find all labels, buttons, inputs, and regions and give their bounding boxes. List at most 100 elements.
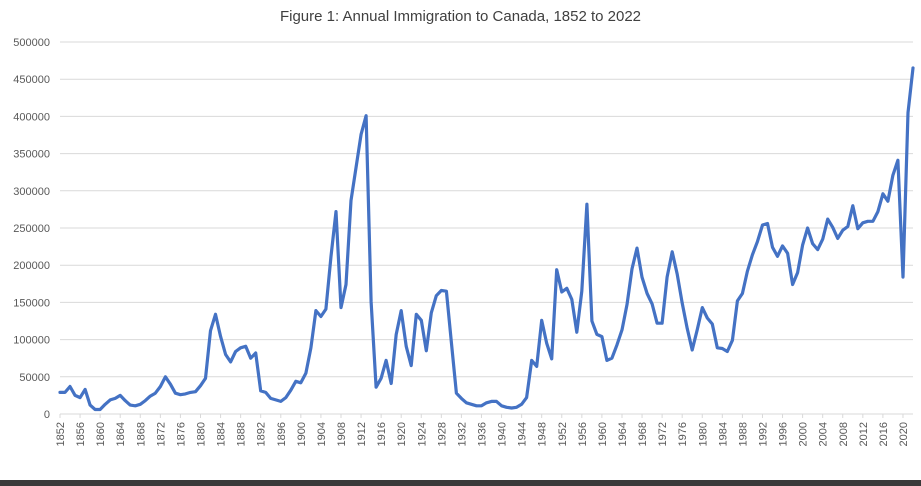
x-tick-label: 1932: [456, 422, 468, 446]
data-point: [887, 200, 889, 202]
data-point: [832, 226, 834, 228]
x-tick-label: 1904: [316, 422, 328, 446]
y-tick-label: 350000: [13, 149, 50, 161]
data-point: [556, 269, 558, 271]
x-tick-label: 1880: [195, 422, 207, 446]
data-point: [260, 390, 262, 392]
data-point: [64, 391, 66, 393]
data-point: [661, 322, 663, 324]
data-point: [716, 347, 718, 349]
x-tick-label: 1948: [537, 422, 549, 446]
data-point: [621, 329, 623, 331]
data-point: [410, 364, 412, 366]
data-point: [189, 391, 191, 393]
data-point: [686, 327, 688, 329]
x-tick-label: 1972: [657, 422, 669, 446]
data-point: [99, 408, 101, 410]
data-point: [390, 382, 392, 384]
data-point: [505, 406, 507, 408]
data-point: [345, 283, 347, 285]
x-tick-label: 1968: [637, 422, 649, 446]
data-point: [475, 405, 477, 407]
data-point: [495, 400, 497, 402]
series-layer: [58, 66, 915, 412]
data-point: [867, 220, 869, 222]
data-point: [425, 350, 427, 352]
x-tick-label: 1892: [256, 422, 268, 446]
data-point: [229, 361, 231, 363]
data-point: [520, 403, 522, 405]
data-point: [465, 402, 467, 404]
data-point: [385, 359, 387, 361]
data-point: [827, 218, 829, 220]
data-point: [380, 377, 382, 379]
data-point: [736, 300, 738, 302]
data-point: [902, 276, 904, 278]
data-point: [791, 283, 793, 285]
y-tick-label: 50000: [19, 372, 50, 384]
data-point: [430, 312, 432, 314]
data-point: [94, 408, 96, 410]
x-axis-tick-labels: 1852 1856 1860 1864 1868 1872 1876 1880 1884 1888…: [55, 422, 910, 446]
x-tick-label: 1936: [476, 422, 488, 446]
x-tick-label: 1888: [236, 422, 248, 446]
data-point: [666, 276, 668, 278]
data-point: [500, 405, 502, 407]
data-point: [415, 313, 417, 315]
data-point: [234, 350, 236, 352]
grid-layer: [60, 41, 913, 378]
y-tick-label: 250000: [13, 223, 50, 235]
data-point: [84, 388, 86, 390]
y-tick-label: 300000: [13, 186, 50, 198]
data-point: [275, 399, 277, 401]
data-point: [872, 220, 874, 222]
data-point: [184, 393, 186, 395]
data-point: [691, 349, 693, 351]
data-point: [74, 394, 76, 396]
y-tick-label: 450000: [13, 74, 50, 86]
data-point: [877, 210, 879, 212]
x-tick-label: 2004: [818, 422, 830, 446]
data-point: [490, 400, 492, 402]
data-point: [104, 403, 106, 405]
data-point: [224, 353, 226, 355]
data-point: [852, 205, 854, 207]
data-point: [154, 392, 156, 394]
x-tick-label: 1920: [396, 422, 408, 446]
x-tick-label: 1908: [336, 422, 348, 446]
data-point: [320, 315, 322, 317]
data-point: [124, 399, 126, 401]
x-tick-label: 1996: [778, 422, 790, 446]
data-point: [636, 247, 638, 249]
y-tick-label: 0: [44, 409, 50, 421]
data-point: [109, 399, 111, 401]
data-point: [586, 203, 588, 205]
data-point: [726, 350, 728, 352]
data-point: [576, 331, 578, 333]
data-point: [209, 330, 211, 332]
data-point: [761, 224, 763, 226]
data-point: [796, 271, 798, 273]
data-point: [300, 382, 302, 384]
data-point: [285, 396, 287, 398]
x-tick-label: 1900: [296, 422, 308, 446]
data-point: [822, 238, 824, 240]
data-point: [370, 301, 372, 303]
data-point: [641, 276, 643, 278]
x-tick-label: 1980: [697, 422, 709, 446]
data-point: [280, 400, 282, 402]
x-tick-label: 2008: [838, 422, 850, 446]
data-point: [862, 222, 864, 224]
data-point: [340, 306, 342, 308]
data-point: [837, 237, 839, 239]
data-point: [711, 323, 713, 325]
data-point: [892, 174, 894, 176]
data-point: [405, 345, 407, 347]
data-point: [134, 405, 136, 407]
data-point: [706, 317, 708, 319]
data-point: [325, 308, 327, 310]
data-point: [897, 159, 899, 161]
x-tick-label: 2016: [878, 422, 890, 446]
data-point: [290, 389, 292, 391]
